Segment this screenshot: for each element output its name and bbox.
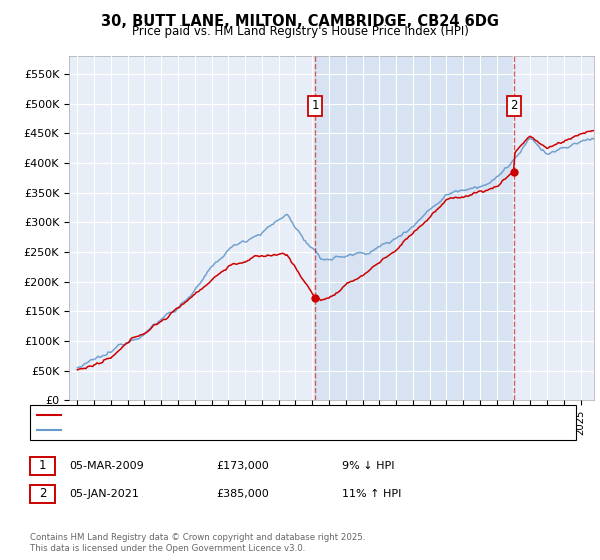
Text: 1: 1 [39, 459, 46, 473]
Text: 30, BUTT LANE, MILTON, CAMBRIDGE, CB24 6DG: 30, BUTT LANE, MILTON, CAMBRIDGE, CB24 6… [101, 14, 499, 29]
Bar [315, 56, 514, 400]
Text: £385,000: £385,000 [216, 489, 269, 499]
Text: £173,000: £173,000 [216, 461, 269, 471]
Text: 05-JAN-2021: 05-JAN-2021 [69, 489, 139, 499]
Text: Price paid vs. HM Land Registry's House Price Index (HPI): Price paid vs. HM Land Registry's House … [131, 25, 469, 38]
Text: 2: 2 [39, 487, 46, 501]
Text: 9% ↓ HPI: 9% ↓ HPI [342, 461, 395, 471]
Text: HPI: Average price, semi-detached house, South Cambridgeshire: HPI: Average price, semi-detached house,… [66, 425, 389, 435]
Text: 11% ↑ HPI: 11% ↑ HPI [342, 489, 401, 499]
Text: 2: 2 [510, 100, 517, 113]
Text: 05-MAR-2009: 05-MAR-2009 [69, 461, 144, 471]
Text: 1: 1 [311, 100, 319, 113]
Text: 30, BUTT LANE, MILTON, CAMBRIDGE, CB24 6DG (semi-detached house): 30, BUTT LANE, MILTON, CAMBRIDGE, CB24 6… [66, 409, 427, 419]
Text: Contains HM Land Registry data © Crown copyright and database right 2025.
This d: Contains HM Land Registry data © Crown c… [30, 533, 365, 553]
